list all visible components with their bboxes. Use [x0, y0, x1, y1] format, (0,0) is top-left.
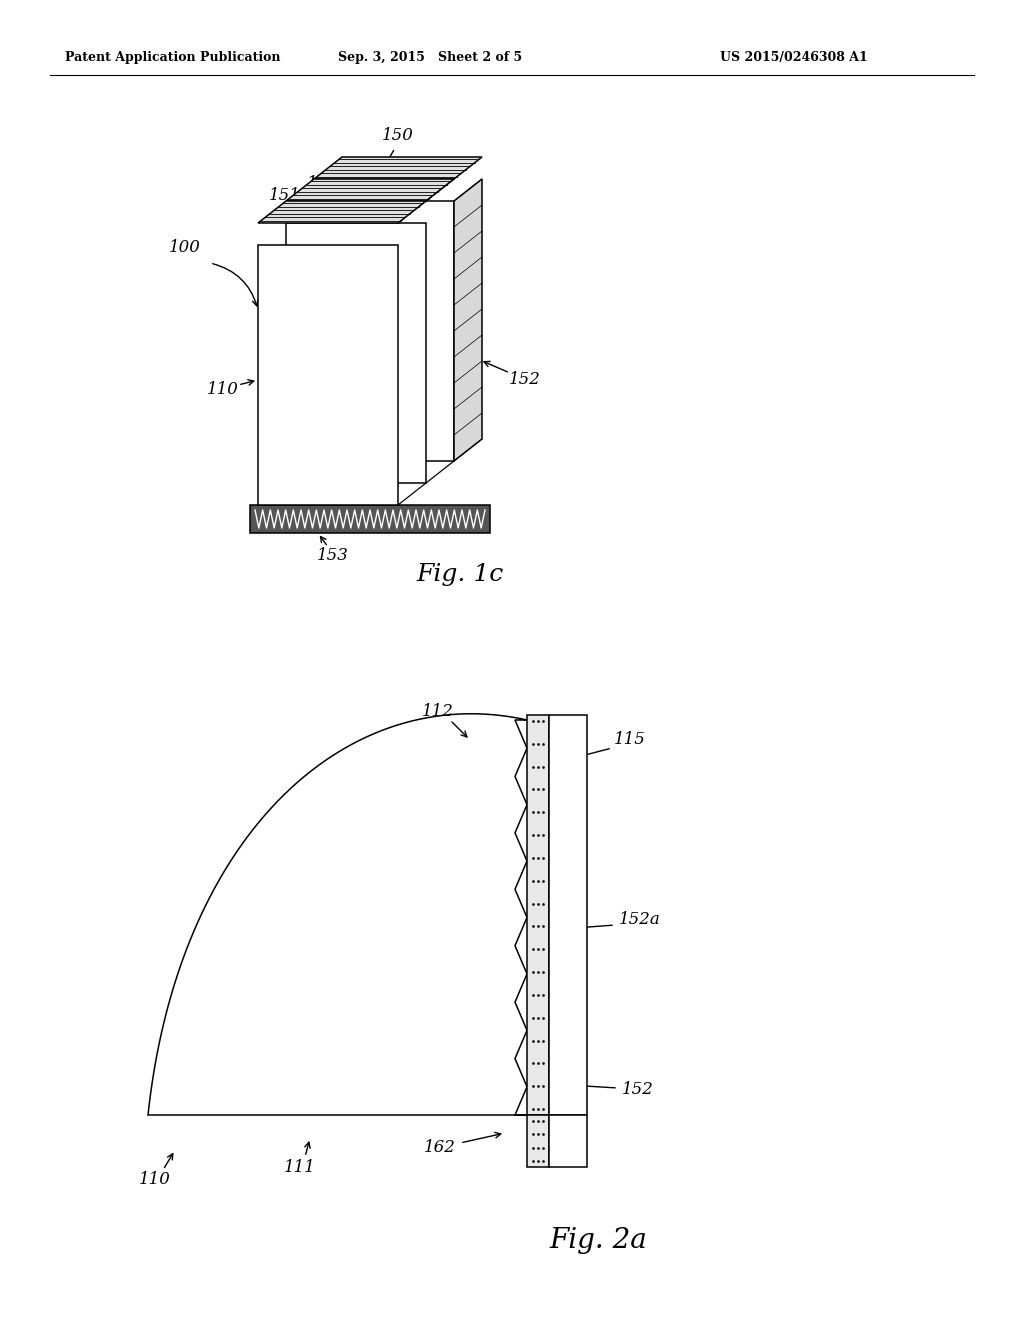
Text: 151: 151 [269, 186, 301, 203]
Polygon shape [527, 1115, 549, 1167]
Text: 151: 151 [422, 160, 454, 177]
Text: Sep. 3, 2015   Sheet 2 of 5: Sep. 3, 2015 Sheet 2 of 5 [338, 51, 522, 65]
Text: 112: 112 [422, 704, 454, 721]
Polygon shape [258, 246, 398, 506]
Polygon shape [286, 223, 426, 483]
Text: US 2015/0246308 A1: US 2015/0246308 A1 [720, 51, 867, 65]
Text: 151: 151 [307, 174, 339, 191]
Text: 150: 150 [382, 127, 414, 144]
Polygon shape [258, 201, 426, 223]
Text: 152: 152 [509, 371, 541, 388]
Text: Fig. 2a: Fig. 2a [549, 1226, 647, 1254]
Bar [549, 1115, 587, 1167]
Text: Fig. 1c: Fig. 1c [417, 564, 504, 586]
Text: 110: 110 [139, 1172, 171, 1188]
Text: 152a: 152a [620, 912, 660, 928]
Text: 111: 111 [284, 1159, 316, 1176]
Text: 100: 100 [169, 239, 201, 256]
Text: 110: 110 [207, 381, 239, 399]
Text: 115: 115 [614, 731, 646, 748]
Text: 153: 153 [317, 548, 349, 565]
Polygon shape [148, 714, 540, 1115]
Polygon shape [527, 715, 549, 1115]
Polygon shape [250, 506, 490, 533]
Bar [549, 715, 587, 1115]
Polygon shape [549, 1115, 587, 1167]
Polygon shape [454, 180, 482, 461]
Text: 152: 152 [622, 1081, 654, 1098]
Polygon shape [549, 715, 587, 1115]
Polygon shape [286, 180, 454, 201]
Polygon shape [314, 201, 454, 461]
Text: 151: 151 [354, 168, 386, 185]
Polygon shape [314, 157, 482, 180]
Text: 162: 162 [424, 1139, 456, 1156]
Text: Patent Application Publication: Patent Application Publication [65, 51, 281, 65]
